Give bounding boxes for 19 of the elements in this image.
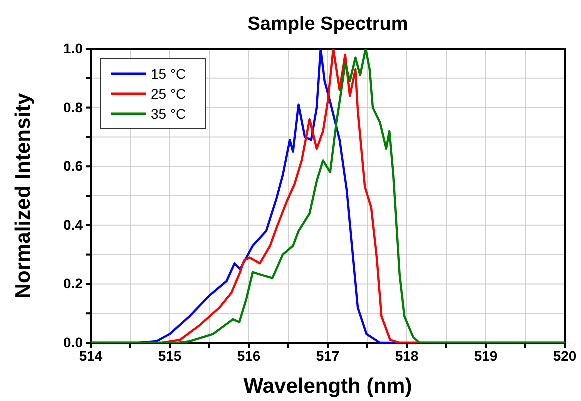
y-tick-label: 0.2 — [64, 276, 84, 292]
y-tick-label: 0.6 — [64, 158, 84, 174]
y-tick-label: 0.0 — [64, 334, 84, 350]
x-tick-label: 518 — [395, 348, 419, 364]
y-tick-label: 1.0 — [64, 40, 84, 56]
y-tick-label: 0.8 — [64, 99, 84, 116]
x-tick-label: 515 — [158, 348, 182, 364]
y-axis-title: Normalized Intensity — [12, 93, 35, 299]
x-axis-title: Wavelength (nm) — [244, 375, 412, 398]
x-tick-label: 520 — [553, 348, 577, 364]
y-tick-label: 0.4 — [64, 216, 84, 233]
legend-label: 35 °C — [151, 106, 186, 122]
x-tick-label: 514 — [79, 348, 103, 364]
x-tick-label: 517 — [316, 348, 340, 364]
chart-title: Sample Spectrum — [248, 14, 408, 35]
x-tick-label: 516 — [237, 348, 261, 364]
x-tick-label: 519 — [474, 348, 498, 364]
legend-label: 25 °C — [151, 86, 186, 102]
legend-label: 15 °C — [151, 66, 186, 82]
